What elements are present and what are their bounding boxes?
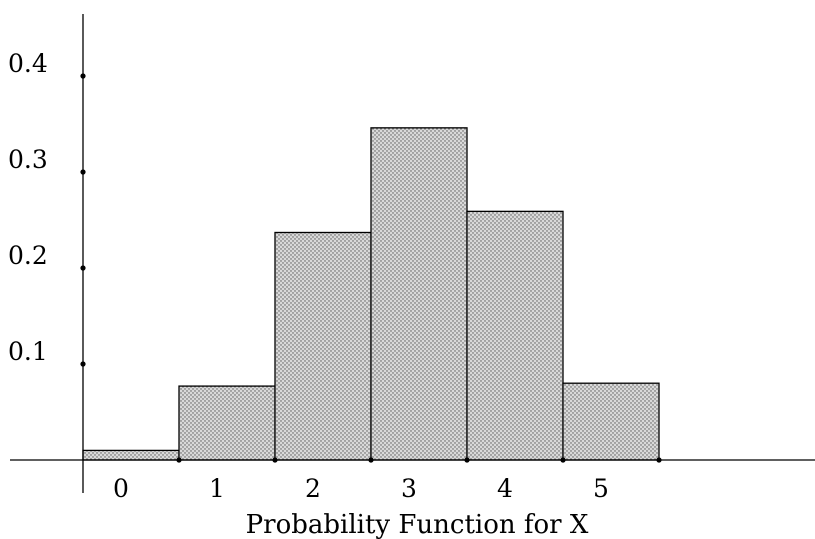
x-tick-label: 0 [113, 474, 129, 503]
y-tick-marker [80, 169, 86, 175]
x-tick-label: 4 [497, 474, 513, 503]
y-tick-label: 0.4 [8, 49, 48, 78]
x-tick-labels: 0 1 2 3 4 5 [113, 474, 609, 503]
y-tick-marker [80, 361, 86, 367]
bar-2 [274, 231, 372, 461]
y-tick-markers [80, 73, 86, 367]
y-tick-marker [80, 73, 86, 79]
bar-1 [178, 385, 276, 461]
y-tick-label: 0.1 [8, 337, 48, 366]
x-boundary-marker [560, 457, 566, 463]
bar-4 [466, 210, 564, 461]
bar-5 [562, 382, 660, 461]
y-tick-label: 0.3 [8, 145, 48, 174]
x-boundary-marker [368, 457, 374, 463]
x-tick-label: 5 [593, 474, 609, 503]
y-tick-marker [80, 265, 86, 271]
x-axis-label: Probability Function for X [246, 510, 589, 539]
y-tick-label: 0.2 [8, 241, 48, 270]
bars-group [82, 127, 660, 461]
y-tick-labels: 0.1 0.2 0.3 0.4 [8, 49, 48, 366]
x-tick-markers [176, 457, 662, 463]
bar-3 [370, 127, 468, 461]
x-tick-label: 3 [401, 474, 417, 503]
x-tick-label: 2 [305, 474, 321, 503]
x-tick-label: 1 [209, 474, 225, 503]
x-boundary-marker [272, 457, 278, 463]
bar-0 [82, 449, 180, 461]
x-boundary-marker [656, 457, 662, 463]
x-boundary-marker [464, 457, 470, 463]
x-boundary-marker [176, 457, 182, 463]
